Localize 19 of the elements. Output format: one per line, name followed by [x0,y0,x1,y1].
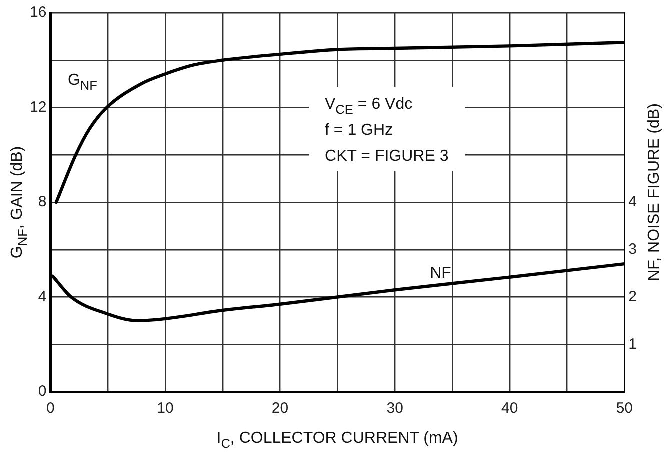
x-tick-label: 10 [157,400,174,418]
y2-axis-title: NF, NOISE FIGURE (dB) [646,104,663,282]
x-tick-label: 30 [386,400,404,418]
y2-tick-label: 1 [628,336,637,353]
series-label: NF [430,265,452,282]
y-axis-title: GNF, GAIN (dB) [9,146,30,259]
y-tick-label: 8 [38,194,47,211]
annotation: f = 1 GHz [325,122,394,140]
y-tick-label: 0 [38,383,47,400]
x-tick-label: 40 [502,400,518,418]
annotation: CKT = FIGURE 3 [325,148,449,166]
y-tick-label: 16 [30,4,47,22]
y-tick-label: 4 [38,288,47,306]
x-tick-label: 50 [616,400,633,418]
y2-tick-label: 4 [628,194,637,211]
y2-tick-label: 2 [628,288,637,306]
y-tick-label: 12 [30,98,47,116]
y2-tick-label: 3 [628,241,637,258]
x-tick-label: 20 [272,400,289,418]
